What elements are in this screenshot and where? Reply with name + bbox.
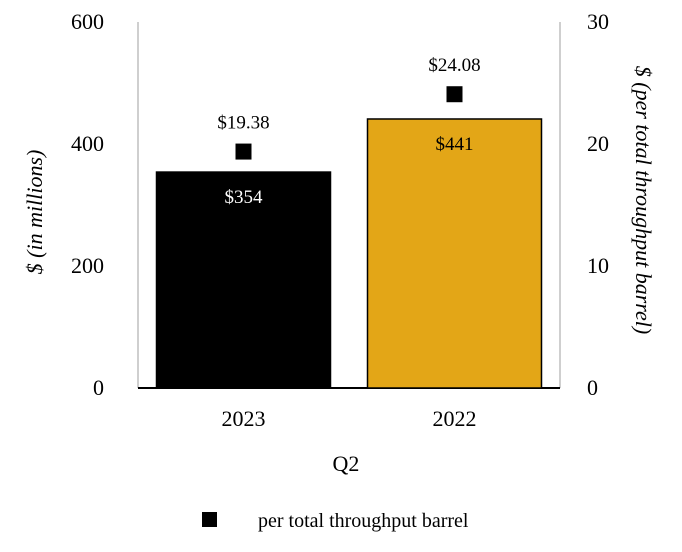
marker-data-label: $19.38 <box>217 113 269 134</box>
legend-marker-icon <box>202 512 217 527</box>
markers: $19.38 $24.08 <box>217 55 481 160</box>
y-tick-left-label: 400 <box>71 131 104 156</box>
legend-label: per total throughput barrel <box>258 510 469 532</box>
y-tick-left-label: 600 <box>71 9 104 34</box>
x-axis-title: Q2 <box>333 451 360 476</box>
bar <box>155 171 332 389</box>
y-tick-left-label: 200 <box>71 253 104 278</box>
legend: per total throughput barrel <box>202 510 469 532</box>
y-tick-right-label: 30 <box>587 9 609 34</box>
y-tick-left-label: 0 <box>93 375 104 400</box>
marker-point <box>446 86 463 103</box>
x-tick-label: 2023 <box>222 406 266 431</box>
y-tick-right-label: 0 <box>587 375 598 400</box>
y-axis-title-left: $ (in millions) <box>22 150 47 275</box>
bar-data-label: $354 <box>225 187 264 208</box>
y-tick-right-label: 20 <box>587 131 609 156</box>
y-axis-title-right: $ (per total throughput barrel) <box>631 66 656 334</box>
bar <box>366 118 543 389</box>
bars: $354 2023 $441 2022 <box>155 118 543 431</box>
bar-data-label: $441 <box>436 134 474 155</box>
marker-data-label: $24.08 <box>428 55 480 76</box>
x-tick-label: 2022 <box>433 406 477 431</box>
y-tick-right-label: 10 <box>587 253 609 278</box>
marker-point <box>235 143 252 160</box>
